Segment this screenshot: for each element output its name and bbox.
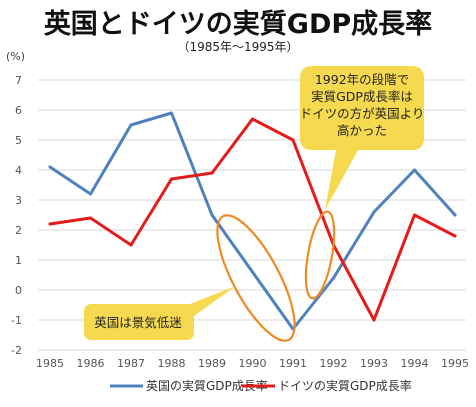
data-point (48, 165, 52, 169)
data-point (210, 171, 214, 175)
y-tick-label: 2 (15, 224, 22, 237)
recession-ellipse (216, 214, 296, 342)
callout-bubble-uk-recession (84, 286, 236, 340)
data-point (332, 276, 335, 280)
data-point (251, 270, 254, 274)
y-tick-label: 7 (15, 74, 22, 87)
x-tick-label: 1986 (77, 357, 105, 370)
x-axis-ticks: 1985 1986 1987 1988 1989 1990 1991 1992 1993 1994… (36, 357, 469, 370)
y-tick-label: 1 (15, 254, 22, 267)
legend: 英国の実質GDP成長率 ドイツの実質GDP成長率 (110, 378, 412, 393)
callout-bubble-germany-higher (300, 66, 424, 210)
x-tick-label: 1995 (441, 357, 469, 370)
legend-label-2: ドイツの実質GDP成長率 (278, 378, 412, 393)
highlight-ellipses (216, 210, 336, 342)
data-point (372, 318, 376, 322)
x-tick-label: 1988 (158, 357, 186, 370)
y-axis-ticks: 7 6 5 4 3 2 1 0 -1 -2 (11, 74, 22, 357)
x-tick-label: 1992 (320, 357, 348, 370)
data-point (170, 111, 173, 115)
data-point (170, 177, 173, 181)
callout-text-line: 実質GDP成長率は (311, 89, 413, 104)
y-tick-label: 6 (15, 104, 22, 117)
x-tick-label: 1987 (117, 357, 145, 370)
y-tick-label: -2 (11, 344, 22, 357)
x-tick-label: 1991 (279, 357, 307, 370)
x-tick-label: 1990 (239, 357, 267, 370)
chart-subtitle: （1985年～1995年） (177, 40, 299, 54)
data-point (129, 123, 133, 127)
y-tick-label: 3 (15, 194, 22, 207)
y-tick-label: 4 (15, 164, 22, 177)
x-tick-label: 1989 (198, 357, 226, 370)
data-point (453, 234, 457, 238)
callout-text-line: ドイツの方が英国より (300, 106, 425, 121)
y-axis-unit: (%) (6, 50, 26, 63)
data-point (372, 210, 376, 214)
y-tick-label: 5 (15, 134, 22, 147)
data-point (48, 222, 52, 226)
series-lines (48, 111, 457, 331)
x-tick-label: 1993 (360, 357, 388, 370)
callout-text-line: 1992年の段階で (315, 72, 409, 87)
data-point (291, 138, 295, 142)
data-point (251, 117, 254, 121)
y-tick-label: -1 (11, 314, 22, 327)
data-point (89, 216, 92, 220)
chart-title: 英国とドイツの実質GDP成長率 (43, 9, 433, 40)
data-point (129, 243, 133, 247)
data-point (413, 168, 416, 172)
data-point (210, 213, 214, 217)
x-tick-label: 1985 (36, 357, 64, 370)
legend-label-1: 英国の実質GDP成長率 (146, 378, 268, 393)
x-tick-label: 1994 (401, 357, 429, 370)
data-point (89, 192, 92, 196)
gridlines (38, 79, 466, 351)
data-point (453, 213, 457, 217)
y-tick-label: 0 (15, 284, 22, 297)
callout-text-line: 高かった (337, 123, 387, 138)
callout-text-line: 英国は景気低迷 (94, 315, 182, 330)
data-point (413, 213, 416, 217)
year-1992-ellipse (304, 210, 336, 300)
